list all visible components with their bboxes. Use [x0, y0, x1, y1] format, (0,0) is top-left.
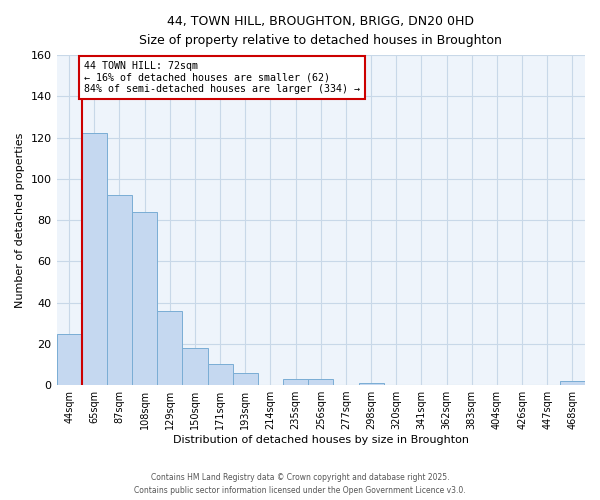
Bar [233, 372, 258, 385]
Bar [308, 379, 334, 385]
Bar [132, 212, 157, 385]
Bar [208, 364, 233, 385]
Bar [82, 134, 107, 385]
Text: Contains HM Land Registry data © Crown copyright and database right 2025.
Contai: Contains HM Land Registry data © Crown c… [134, 474, 466, 495]
X-axis label: Distribution of detached houses by size in Broughton: Distribution of detached houses by size … [173, 435, 469, 445]
Bar [359, 383, 383, 385]
Bar [107, 196, 132, 385]
Bar [560, 381, 585, 385]
Bar [157, 311, 182, 385]
Text: 44 TOWN HILL: 72sqm
← 16% of detached houses are smaller (62)
84% of semi-detach: 44 TOWN HILL: 72sqm ← 16% of detached ho… [84, 62, 360, 94]
Bar [283, 379, 308, 385]
Bar [182, 348, 208, 385]
Title: 44, TOWN HILL, BROUGHTON, BRIGG, DN20 0HD
Size of property relative to detached : 44, TOWN HILL, BROUGHTON, BRIGG, DN20 0H… [139, 15, 502, 47]
Y-axis label: Number of detached properties: Number of detached properties [15, 132, 25, 308]
Bar [56, 334, 82, 385]
